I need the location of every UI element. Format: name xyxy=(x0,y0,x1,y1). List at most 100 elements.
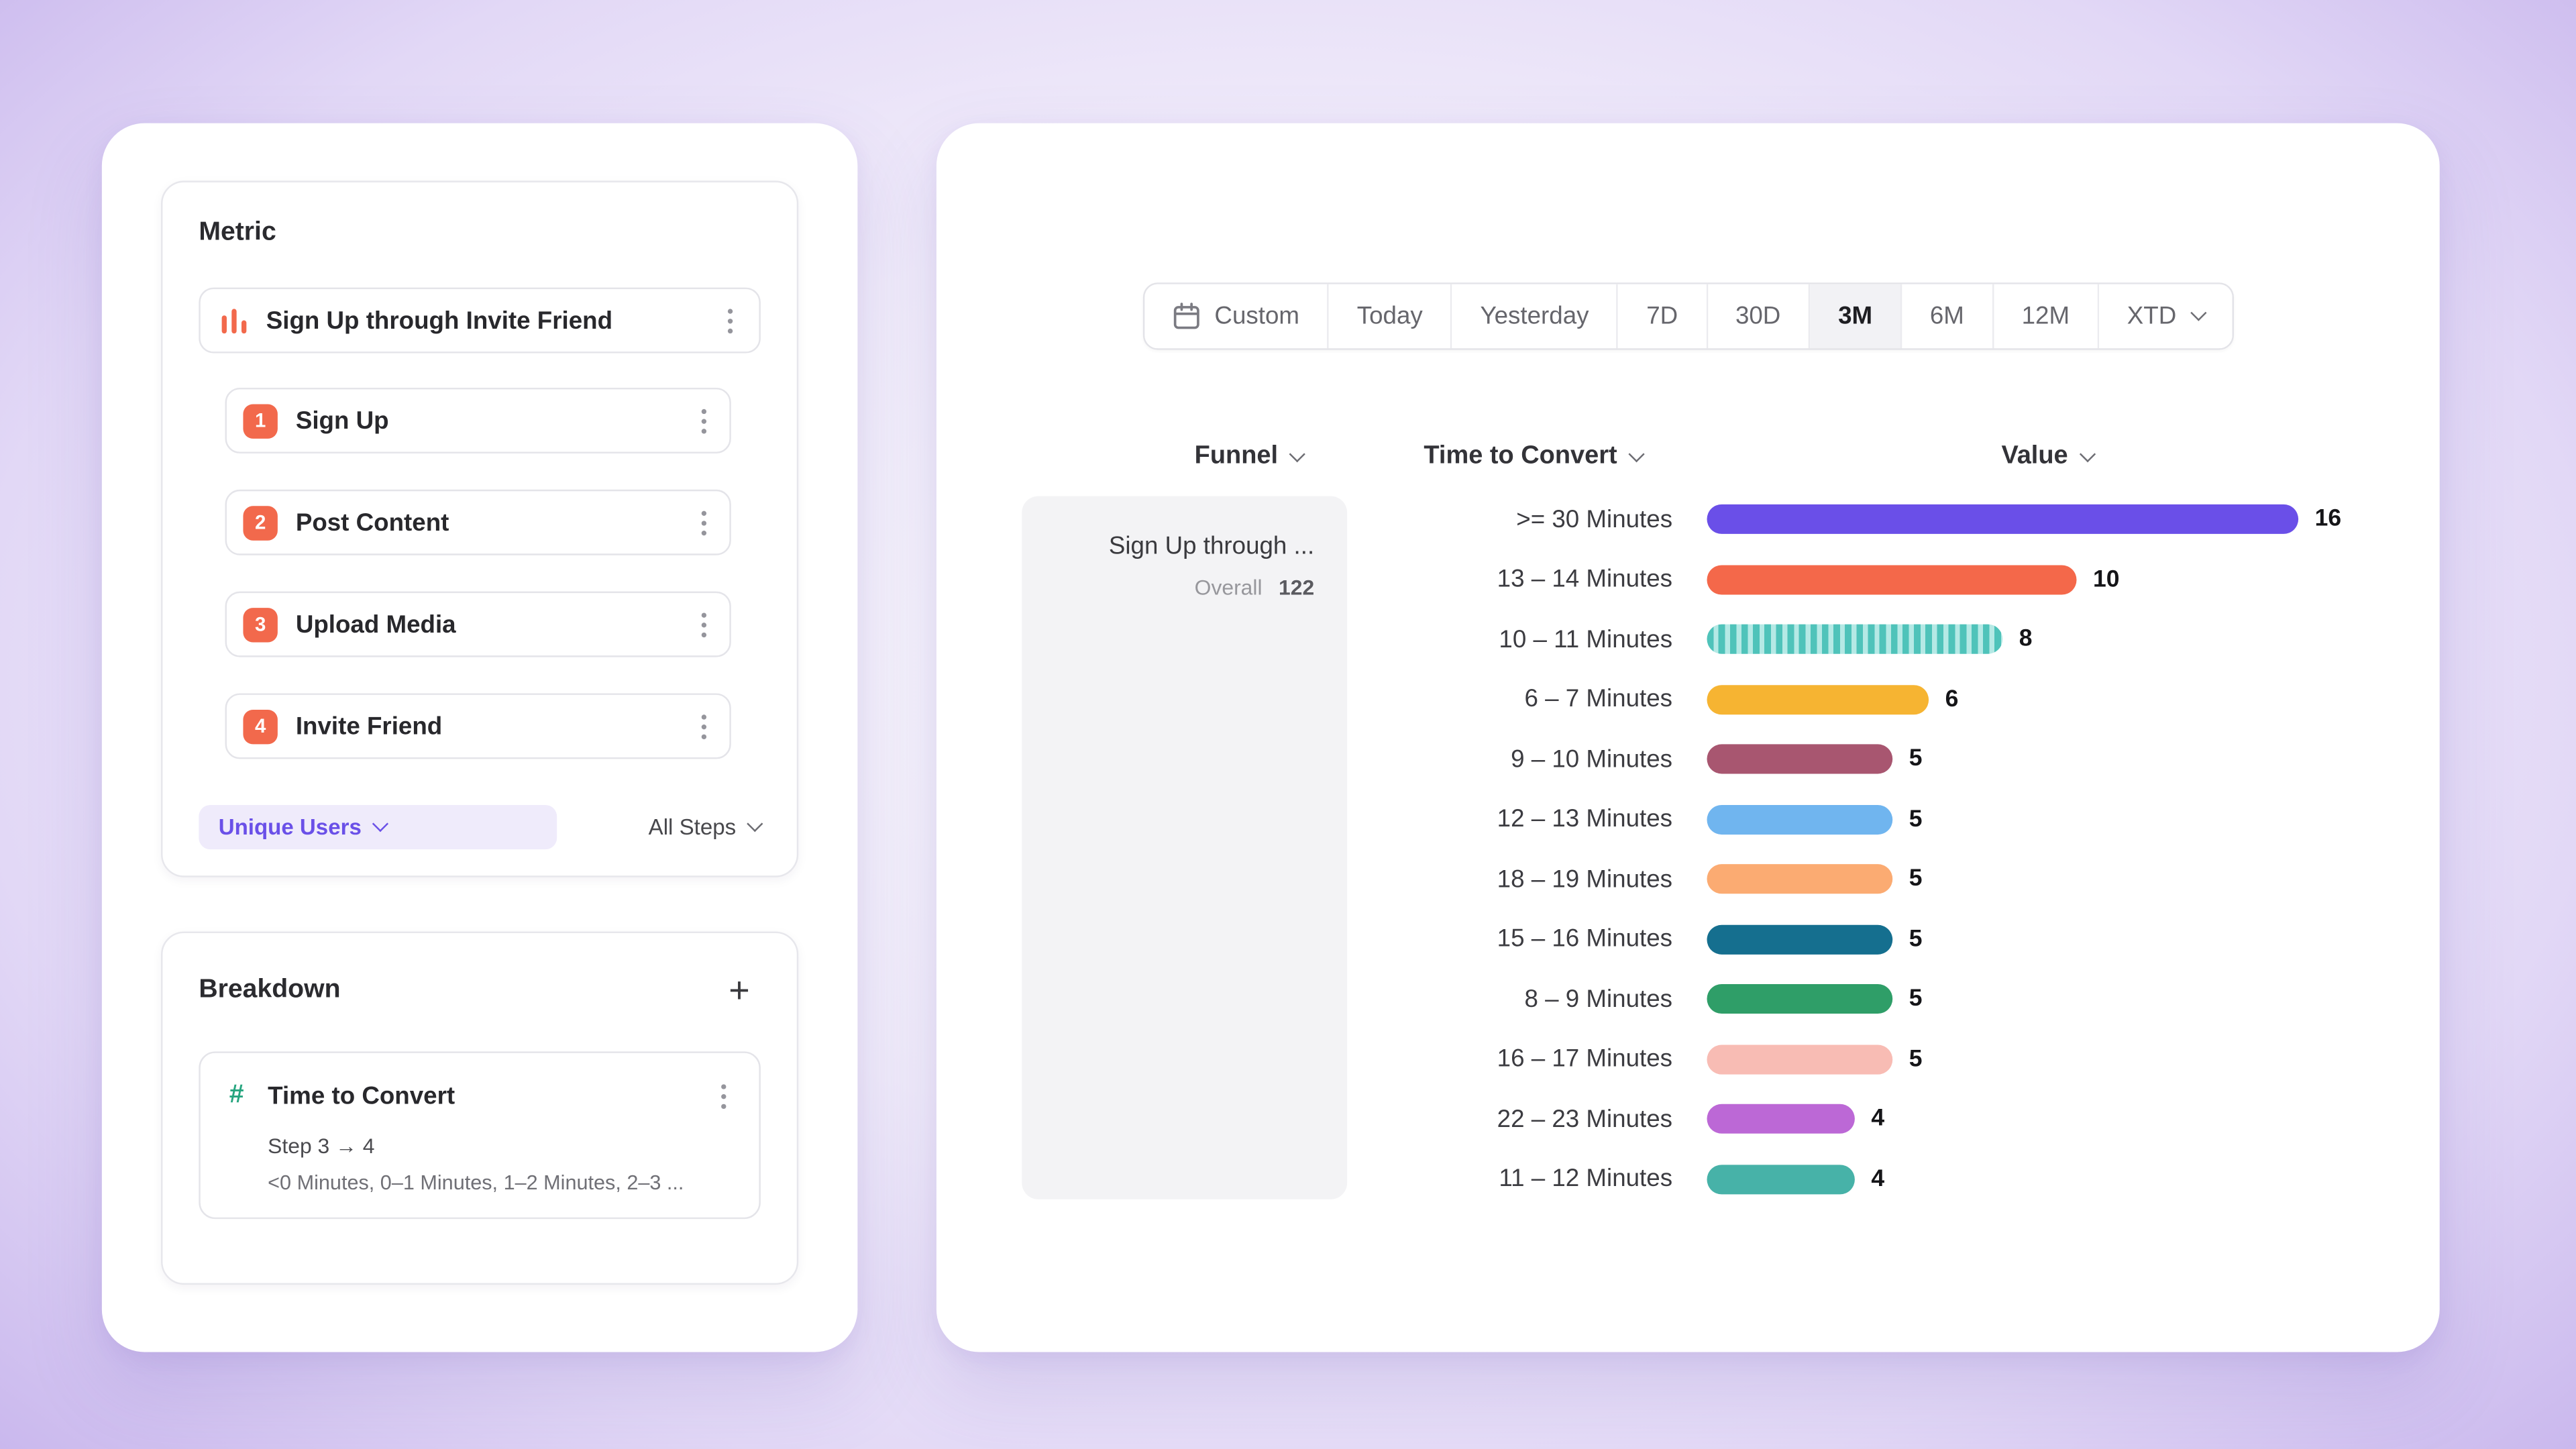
step-label: Upload Media xyxy=(295,610,456,639)
breakdown-property-name: Time to Convert xyxy=(268,1081,455,1110)
bar[interactable] xyxy=(1707,745,1893,775)
bar[interactable] xyxy=(1707,564,2077,594)
bar-value-label: 6 xyxy=(1945,686,1959,713)
range-button-label: Yesterday xyxy=(1480,302,1589,331)
funnel-summary-overall: Overall 122 xyxy=(1045,575,1315,600)
range-button-label: Today xyxy=(1356,302,1423,331)
chart-row: 18 – 19 Minutes 5 xyxy=(1377,849,2412,909)
metric-panel-title: Metric xyxy=(199,218,276,247)
breakdown-item[interactable]: # Time to Convert Step 3 → 4 <0 Minutes,… xyxy=(199,1051,761,1220)
steps-filter-dropdown[interactable]: All Steps xyxy=(648,814,763,840)
bar-value-label: 5 xyxy=(1909,926,1923,953)
step-number-badge: 1 xyxy=(243,403,278,438)
chevron-down-icon xyxy=(2190,305,2207,321)
chart-row: 16 – 17 Minutes 5 xyxy=(1377,1029,2412,1089)
range-button-3m[interactable]: 3M xyxy=(1810,284,1902,349)
bar-category-label: 18 – 19 Minutes xyxy=(1497,865,1673,894)
funnel-step-item[interactable]: 4 Invite Friend xyxy=(225,693,731,759)
step-label: Sign Up xyxy=(295,407,389,435)
counting-method-dropdown[interactable]: Unique Users xyxy=(199,805,557,850)
kebab-menu-icon[interactable] xyxy=(684,601,723,647)
step-label: Post Content xyxy=(295,508,449,537)
number-property-icon: # xyxy=(229,1081,244,1110)
chart-row: 9 – 10 Minutes 5 xyxy=(1377,729,2412,789)
bar[interactable] xyxy=(1707,1044,1893,1075)
bar[interactable] xyxy=(1707,804,1893,835)
overall-value: 122 xyxy=(1279,575,1315,600)
step-label: Invite Friend xyxy=(295,712,443,741)
bar[interactable] xyxy=(1707,625,2003,655)
range-button-yesterday[interactable]: Yesterday xyxy=(1452,284,1619,349)
range-button-6m[interactable]: 6M xyxy=(1902,284,1994,349)
bar-chart-icon xyxy=(220,307,250,335)
steps-filter-label: All Steps xyxy=(648,814,737,840)
metric-panel: Metric Sign Up through Invite Friend 1 Si… xyxy=(161,180,799,877)
range-button-7d[interactable]: 7D xyxy=(1618,284,1708,349)
bar-category-label: 15 – 16 Minutes xyxy=(1497,925,1673,954)
results-card: Custom Today Yesterday 7D 30D 3M 6M 12M XTD Funn… xyxy=(936,123,2440,1352)
chart-row: >= 30 Minutes 16 xyxy=(1377,490,2412,549)
bar[interactable] xyxy=(1707,864,1893,894)
breakdown-buckets-preview: <0 Minutes, 0–1 Minutes, 1–2 Minutes, 2–… xyxy=(268,1171,684,1195)
bar-value-label: 5 xyxy=(1909,806,1923,833)
range-button-xtd[interactable]: XTD xyxy=(2099,284,2233,349)
chevron-down-icon xyxy=(1289,445,1305,462)
kebab-menu-icon[interactable] xyxy=(710,297,749,343)
funnel-metric-name: Sign Up through Invite Friend xyxy=(266,306,613,335)
kebab-menu-icon[interactable] xyxy=(684,703,723,749)
chart-row: 11 – 12 Minutes 4 xyxy=(1377,1149,2412,1209)
range-button-label: 30D xyxy=(1735,302,1781,331)
add-breakdown-button[interactable]: + xyxy=(718,969,761,1012)
breakdown-header: Breakdown + xyxy=(199,969,761,1012)
chevron-down-icon xyxy=(747,816,763,833)
chart-row: 15 – 16 Minutes 5 xyxy=(1377,910,2412,969)
step-number-badge: 2 xyxy=(243,505,278,540)
overall-label: Overall xyxy=(1194,575,1263,600)
funnel-step-item[interactable]: 2 Post Content xyxy=(225,489,731,555)
chevron-down-icon xyxy=(1627,445,1644,462)
range-button-custom[interactable]: Custom xyxy=(1144,284,1330,349)
bar[interactable] xyxy=(1707,684,1929,714)
funnel-step-item[interactable]: 1 Sign Up xyxy=(225,387,731,453)
funnel-metric-item[interactable]: Sign Up through Invite Friend xyxy=(199,287,761,354)
chart-row: 8 – 9 Minutes 5 xyxy=(1377,969,2412,1029)
chart-row: 10 – 11 Minutes 8 xyxy=(1377,610,2412,669)
kebab-menu-icon[interactable] xyxy=(684,398,723,444)
range-button-label: 3M xyxy=(1838,302,1873,331)
bar-category-label: 6 – 7 Minutes xyxy=(1524,685,1673,714)
metric-footer: Unique Users All Steps xyxy=(199,805,763,850)
bar[interactable] xyxy=(1707,984,1893,1014)
breakdown-step-range: Step 3 → 4 xyxy=(268,1133,375,1159)
range-button-label: 12M xyxy=(2021,302,2070,331)
bar-category-label: 12 – 13 Minutes xyxy=(1497,805,1673,834)
funnel-summary-card[interactable]: Sign Up through ... Overall 122 xyxy=(1022,496,1348,1199)
bar-category-label: 22 – 23 Minutes xyxy=(1497,1105,1673,1134)
bar-value-label: 5 xyxy=(1909,866,1923,893)
funnel-step-item[interactable]: 3 Upload Media xyxy=(225,591,731,657)
chart-row: 12 – 13 Minutes 5 xyxy=(1377,790,2412,849)
kebab-menu-icon[interactable] xyxy=(684,499,723,545)
column-header-label: Funnel xyxy=(1194,441,1279,470)
chevron-down-icon xyxy=(372,816,389,833)
chart-row: 6 – 7 Minutes 6 xyxy=(1377,669,2412,729)
column-header-time-to-convert[interactable]: Time to Convert xyxy=(1424,442,1644,472)
bar[interactable] xyxy=(1707,1164,1855,1194)
kebab-menu-icon[interactable] xyxy=(703,1073,743,1119)
range-button-30d[interactable]: 30D xyxy=(1707,284,1811,349)
bar[interactable] xyxy=(1707,504,2299,535)
bar[interactable] xyxy=(1707,1104,1855,1134)
column-header-label: Value xyxy=(2001,441,2068,470)
bar-category-label: >= 30 Minutes xyxy=(1516,505,1673,534)
column-header-value[interactable]: Value xyxy=(2001,441,2095,472)
step-number-badge: 4 xyxy=(243,708,278,744)
range-button-today[interactable]: Today xyxy=(1329,284,1452,349)
column-header-funnel[interactable]: Funnel xyxy=(1194,441,1305,472)
bar[interactable] xyxy=(1707,924,1893,955)
range-button-12m[interactable]: 12M xyxy=(1993,284,2100,349)
time-to-convert-bar-chart: >= 30 Minutes 16 13 – 14 Minutes 10 10 – 11 … xyxy=(1377,490,2412,1210)
bar-value-label: 4 xyxy=(1871,1106,1885,1132)
range-button-label: Custom xyxy=(1214,302,1300,331)
bar-category-label: 9 – 10 Minutes xyxy=(1511,745,1673,773)
